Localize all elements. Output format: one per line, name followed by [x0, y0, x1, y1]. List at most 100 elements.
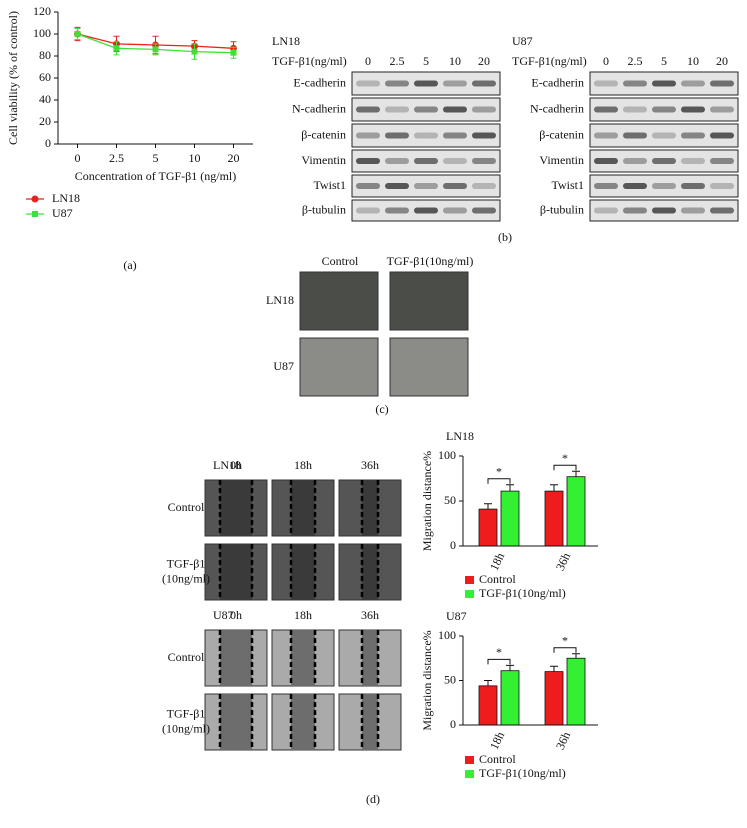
marker	[152, 46, 159, 53]
significance-bracket	[487, 478, 511, 484]
protein-label: N-cadherin	[530, 101, 584, 115]
blot-band	[623, 207, 647, 214]
blot-band	[652, 158, 676, 164]
blot-band	[594, 106, 618, 113]
blot-band	[443, 106, 467, 113]
protein-label: N-cadherin	[292, 101, 346, 115]
protein-label: Vimentin	[539, 153, 584, 167]
legend-label: Control	[479, 572, 516, 586]
row-label: (10ng/ml)	[162, 721, 210, 735]
x-tick-label: 18h	[487, 551, 507, 573]
blot-band	[385, 106, 409, 113]
y-tick-label: 100	[438, 448, 456, 462]
blot-band	[443, 80, 467, 87]
y-tick-label: 100	[438, 628, 456, 642]
blot-band	[594, 207, 618, 214]
marker	[230, 49, 237, 56]
blot-band	[594, 80, 618, 87]
blot-band	[652, 132, 676, 139]
y-axis-label: Migration distance%	[420, 630, 434, 730]
x-tick-label: 5	[153, 151, 159, 165]
blot-band	[385, 207, 409, 214]
legend-label: TGF-β1(10ng/ml)	[479, 586, 566, 600]
dose: 5	[661, 54, 667, 68]
dose: 20	[478, 54, 490, 68]
legend-swatch	[465, 756, 474, 764]
legend-marker	[32, 211, 38, 217]
x-tick-label: 2.5	[109, 151, 124, 165]
dose: 10	[449, 54, 461, 68]
error-bar	[506, 664, 514, 671]
bar	[500, 490, 520, 547]
cell-line-label: LN18	[213, 458, 241, 472]
blot-band	[356, 183, 380, 189]
bar	[478, 685, 498, 726]
blot-band	[443, 207, 467, 214]
blot-band	[356, 132, 380, 139]
marker	[74, 31, 81, 37]
wound-gap	[220, 544, 252, 600]
y-tick-label: 0	[45, 136, 51, 150]
blot-band	[443, 158, 467, 164]
dose: 0	[603, 54, 609, 68]
error-bar	[484, 680, 492, 686]
legend-swatch	[465, 770, 474, 778]
legend-swatch	[465, 590, 474, 598]
blot-band	[652, 80, 676, 87]
blot-strip	[351, 123, 501, 148]
wound-gap	[362, 694, 378, 750]
blot-band	[414, 207, 438, 214]
cell-line-label: U87	[512, 34, 533, 48]
bar	[544, 671, 564, 726]
blot-band	[414, 80, 438, 87]
protein-label: E-cadherin	[531, 75, 584, 89]
blot-band	[623, 106, 647, 113]
blot-strip	[351, 174, 501, 198]
dose-label: TGF-β1(ng/ml)	[512, 54, 587, 68]
blot-band	[443, 132, 467, 139]
cell-line-label: LN18	[272, 34, 300, 48]
cell-line-label: U87	[213, 608, 234, 622]
row-label: U87	[273, 359, 294, 373]
y-tick-label: 50	[444, 672, 456, 686]
blot-band	[414, 132, 438, 139]
blot-band	[652, 207, 676, 214]
blot-band	[710, 158, 734, 164]
protein-label: E-cadherin	[293, 75, 346, 89]
blot-band	[385, 183, 409, 189]
blot-band	[710, 183, 734, 189]
bar	[566, 476, 586, 547]
wound-gap	[220, 480, 252, 536]
blot-band	[681, 132, 705, 139]
y-tick-label: 100	[33, 26, 51, 40]
x-tick-label: 18h	[487, 730, 507, 752]
marker	[113, 45, 120, 52]
marker	[191, 48, 198, 55]
wound-gap	[362, 480, 378, 536]
protein-label: Twist1	[314, 178, 347, 192]
blot-band	[594, 132, 618, 139]
y-tick-label: 80	[39, 48, 51, 62]
y-axis-label: Cell viability (% of control)	[6, 11, 20, 145]
protein-label: Twist1	[552, 178, 585, 192]
blot-band	[472, 207, 496, 214]
blot-band	[652, 183, 676, 189]
blot-band	[594, 183, 618, 189]
column-label: Control	[322, 254, 359, 268]
chart-title: U87	[446, 609, 467, 623]
blot-band	[623, 183, 647, 189]
blot-band	[414, 158, 438, 164]
blot-band	[681, 158, 705, 164]
blot-band	[472, 106, 496, 113]
blot-band	[623, 132, 647, 139]
wound-gap	[291, 694, 315, 750]
y-tick-label: 50	[444, 493, 456, 507]
x-tick-label: 10	[189, 151, 201, 165]
legend-label: U87	[52, 206, 73, 220]
panel-label: (a)	[123, 258, 136, 272]
blot-band	[356, 207, 380, 214]
time-label: 0h	[230, 458, 242, 472]
column-label: TGF-β1(10ng/ml)	[387, 254, 474, 268]
blot-band	[472, 132, 496, 139]
micrograph	[299, 271, 379, 331]
